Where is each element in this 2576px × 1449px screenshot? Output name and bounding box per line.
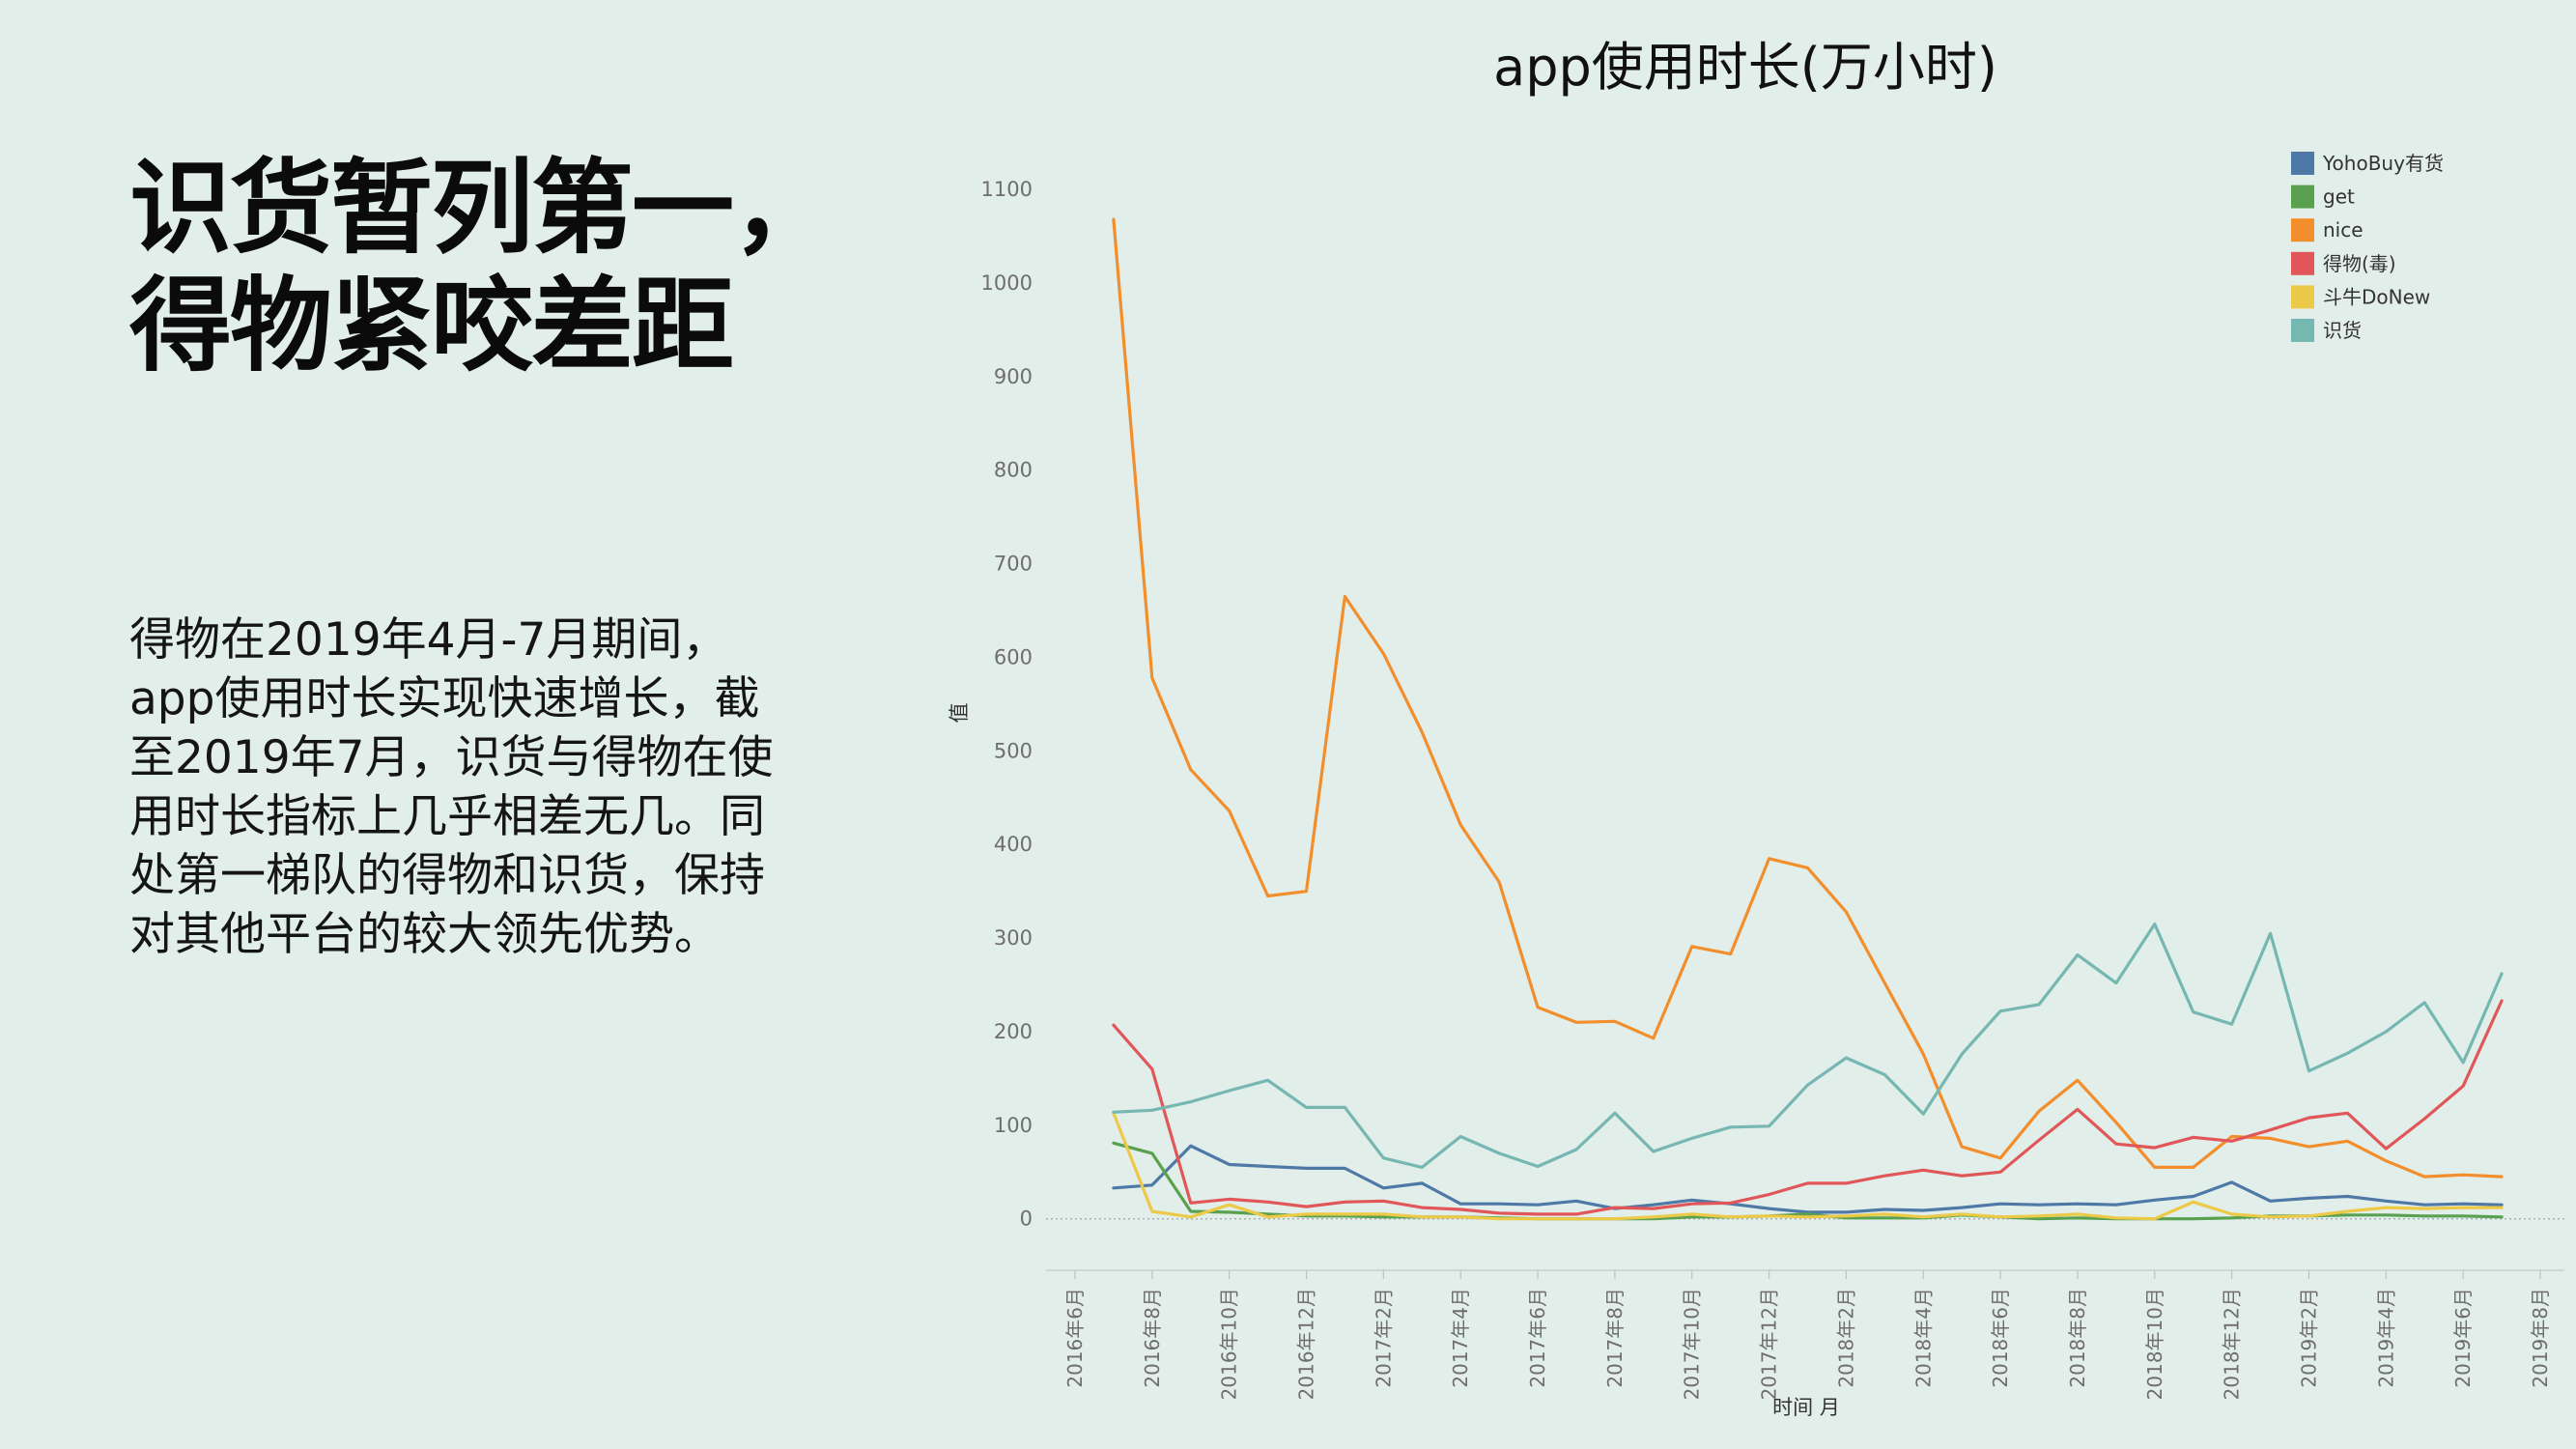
y-axis-title: 值 (948, 703, 971, 724)
legend-label: 识货 (2323, 319, 2362, 342)
legend-label: 斗牛DoNew (2323, 285, 2430, 308)
x-tick-label: 2016年6月 (1063, 1288, 1087, 1388)
x-tick-label: 2017年12月 (1758, 1288, 1781, 1400)
x-tick-label: 2016年10月 (1218, 1288, 1241, 1400)
y-axis-ticks: 0 100 200 300 400 500 600 700 800 900 1000 1100 (981, 178, 1033, 1231)
y-tick-label: 500 (994, 739, 1033, 762)
description-line-2: app使用时长实现快速增长，截 (129, 672, 760, 725)
chart-title: app使用时长(万小时) (1493, 37, 1997, 98)
y-tick-label: 600 (994, 645, 1033, 668)
y-tick-label: 0 (1020, 1208, 1033, 1231)
y-tick-label: 900 (994, 365, 1033, 388)
x-tick-label: 2019年4月 (2374, 1288, 2397, 1388)
x-tick-label: 2017年4月 (1449, 1288, 1472, 1388)
description-line-3: 至2019年7月，识货与得物在使 (129, 731, 774, 784)
x-tick-label: 2018年6月 (1989, 1288, 2012, 1388)
legend-swatch (2291, 218, 2314, 242)
x-tick-label: 2016年8月 (1141, 1288, 1164, 1388)
series-line-3 (1112, 217, 2504, 1179)
legend-swatch (2291, 251, 2314, 275)
description-line-6: 对其他平台的较大领先优势。 (129, 908, 720, 961)
x-tick-label: 2017年6月 (1526, 1288, 1549, 1388)
y-tick-label: 800 (994, 459, 1033, 482)
legend: YohoBuy有货 get nice 得物(毒) 斗牛DoNew 识货 (2291, 152, 2444, 342)
x-tick-label: 2019年8月 (2529, 1288, 2552, 1388)
x-tick-label: 2016年12月 (1295, 1288, 1318, 1400)
legend-swatch (2291, 152, 2314, 175)
legend-label: YohoBuy有货 (2322, 152, 2444, 175)
x-tick-label: 2018年8月 (2066, 1288, 2089, 1388)
legend-label: get (2323, 185, 2355, 209)
y-tick-label: 1100 (981, 178, 1033, 201)
headline: 识货暂列第一， 得物紧咬差距 (129, 150, 863, 385)
x-tick-label: 2017年8月 (1603, 1288, 1627, 1388)
legend-swatch (2291, 319, 2314, 342)
series-line-4 (1112, 999, 2504, 1216)
x-tick-label: 2018年4月 (1911, 1288, 1935, 1388)
description-line-4: 用时长指标上几乎相差无几。同 (129, 790, 765, 843)
x-tick-label: 2017年10月 (1681, 1288, 1704, 1400)
x-tick-label: 2019年6月 (2451, 1288, 2475, 1388)
series-lines (1112, 217, 2504, 1221)
y-tick-label: 1000 (981, 271, 1033, 295)
legend-label: 得物(毒) (2323, 252, 2396, 275)
description-line-1: 得物在2019年4月-7月期间， (129, 613, 728, 667)
y-tick-label: 300 (994, 926, 1033, 950)
x-axis-ticks: 2016年6月 2016年8月 2016年10月 2016年12月 2017年2月 201… (1063, 1270, 2552, 1400)
y-tick-label: 100 (994, 1114, 1033, 1137)
x-axis-title: 时间 月 (1772, 1396, 1840, 1419)
y-tick-label: 700 (994, 553, 1033, 576)
headline-line-1: 识货暂列第一， (129, 149, 835, 268)
y-tick-label: 400 (994, 833, 1033, 856)
x-tick-label: 2019年2月 (2297, 1288, 2320, 1388)
description-line-5: 处第一梯队的得物和识货，保持 (129, 849, 765, 902)
series-line-5 (1112, 1111, 2504, 1221)
legend-swatch (2291, 285, 2314, 309)
legend-swatch (2291, 185, 2314, 209)
x-tick-label: 2018年10月 (2143, 1288, 2166, 1400)
series-line-6 (1112, 922, 2504, 1170)
x-tick-label: 2018年2月 (1834, 1288, 1857, 1388)
series-line-1 (1112, 1144, 2504, 1214)
description-text: 得物在2019年4月-7月期间， app使用时长实现快速增长，截 至2019年7… (129, 611, 825, 964)
x-tick-label: 2018年12月 (2221, 1288, 2244, 1400)
headline-line-2: 得物紧咬差距 (129, 267, 734, 385)
series-line-2 (1112, 1141, 2504, 1221)
y-tick-label: 200 (994, 1020, 1033, 1043)
legend-label: nice (2323, 218, 2364, 242)
x-tick-label: 2017年2月 (1372, 1288, 1395, 1388)
